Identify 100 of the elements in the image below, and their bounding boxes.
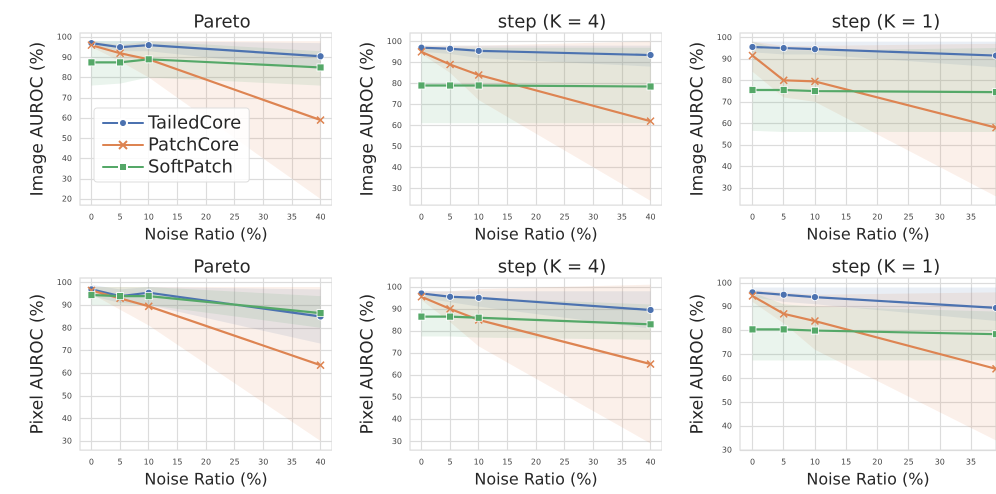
y-tick-label: 50 xyxy=(62,134,72,143)
x-tick-label: 25 xyxy=(903,212,914,222)
y-tick-label: 70 xyxy=(722,350,732,359)
y-tick-label: 40 xyxy=(722,422,732,431)
x-axis-title: Noise Ratio (%) xyxy=(474,224,598,244)
x-tick-label: 5 xyxy=(781,212,786,222)
y-tick-label: 30 xyxy=(722,183,732,192)
y-tick-label: 50 xyxy=(722,398,732,407)
x-axis-title: Noise Ratio (%) xyxy=(474,470,598,488)
x-tick-label: 5 xyxy=(118,458,123,467)
x-axis-title: Noise Ratio (%) xyxy=(144,224,268,244)
chart-title: step (K = 1) xyxy=(832,12,940,32)
y-tick-label: 90 xyxy=(722,302,732,312)
legend-label: SoftPatch xyxy=(148,156,233,178)
x-tick-label: 30 xyxy=(588,212,598,222)
y-tick-label: 80 xyxy=(722,76,732,85)
x-tick-label: 40 xyxy=(645,458,656,467)
y-tick-label: 60 xyxy=(722,118,732,128)
y-tick-label: 30 xyxy=(392,436,402,446)
x-tick-label: 30 xyxy=(588,458,598,467)
x-tick-label: 30 xyxy=(258,458,268,467)
y-tick-label: 60 xyxy=(392,370,402,380)
chart-title: step (K = 4) xyxy=(498,12,606,32)
x-tick-label: 40 xyxy=(315,212,326,222)
x-axis-title: Noise Ratio (%) xyxy=(806,470,930,488)
y-tick-label: 100 xyxy=(716,278,732,288)
x-axis-title: Noise Ratio (%) xyxy=(144,470,268,488)
x-tick-label: 35 xyxy=(616,212,628,222)
x-tick-label: 5 xyxy=(781,458,786,467)
y-axis-title: Image AUROC (%) xyxy=(27,42,48,196)
y-tick-label: 30 xyxy=(392,184,402,193)
y-tick-label: 100 xyxy=(386,36,402,46)
y-tick-label: 90 xyxy=(392,58,402,67)
y-tick-label: 40 xyxy=(62,154,72,164)
x-tick-label: 15 xyxy=(172,212,182,222)
y-tick-label: 80 xyxy=(392,78,402,88)
x-tick-label: 20 xyxy=(872,458,882,467)
x-tick-label: 5 xyxy=(448,458,453,467)
y-tick-label: 40 xyxy=(722,162,732,171)
y-tick-label: 70 xyxy=(722,97,732,106)
y-tick-label: 30 xyxy=(62,436,72,446)
x-tick-label: 0 xyxy=(418,212,424,222)
y-tick-label: 50 xyxy=(392,392,402,402)
x-tick-label: 10 xyxy=(474,458,484,467)
y-tick-label: 50 xyxy=(392,142,402,151)
y-tick-label: 60 xyxy=(392,120,402,130)
x-tick-label: 25 xyxy=(230,212,240,222)
x-tick-label: 10 xyxy=(474,212,484,222)
x-tick-label: 0 xyxy=(418,458,424,467)
chart-title: Pareto xyxy=(193,12,251,32)
x-tick-label: 20 xyxy=(200,458,212,467)
x-tick-label: 15 xyxy=(841,212,852,222)
y-tick-label: 70 xyxy=(392,100,402,109)
y-tick-label: 50 xyxy=(722,140,732,150)
x-tick-label: 25 xyxy=(903,458,914,467)
y-tick-label: 90 xyxy=(722,54,732,64)
legend-label: PatchCore xyxy=(148,134,240,156)
y-tick-label: 30 xyxy=(722,446,732,455)
y-tick-label: 40 xyxy=(392,414,402,424)
x-tick-label: 35 xyxy=(966,212,976,222)
y-tick-label: 40 xyxy=(62,414,72,423)
y-tick-label: 60 xyxy=(62,368,72,378)
y-tick-label: 30 xyxy=(62,174,72,184)
x-tick-label: 0 xyxy=(88,458,94,467)
y-tick-label: 50 xyxy=(62,391,72,400)
y-tick-label: 80 xyxy=(392,326,402,336)
y-axis-title: Image AUROC (%) xyxy=(687,42,708,196)
y-tick-label: 90 xyxy=(62,300,72,310)
y-tick-label: 90 xyxy=(392,304,402,314)
x-tick-label: 20 xyxy=(872,212,882,222)
x-tick-label: 25 xyxy=(560,212,570,222)
y-axis-title: Pixel AUROC (%) xyxy=(687,294,708,434)
x-tick-label: 25 xyxy=(560,458,570,467)
x-tick-label: 40 xyxy=(645,212,656,222)
y-axis-title: Pixel AUROC (%) xyxy=(27,294,48,434)
y-tick-label: 70 xyxy=(62,93,72,102)
x-tick-label: 35 xyxy=(286,458,298,467)
x-tick-label: 15 xyxy=(502,212,512,222)
chart-title: Pareto xyxy=(193,256,251,278)
x-tick-label: 30 xyxy=(934,458,945,467)
y-tick-label: 70 xyxy=(62,346,72,355)
y-tick-label: 40 xyxy=(392,162,402,172)
x-axis-title: Noise Ratio (%) xyxy=(806,224,930,244)
x-tick-label: 20 xyxy=(200,212,212,222)
chart-title: step (K = 1) xyxy=(832,256,940,278)
y-tick-label: 70 xyxy=(392,348,402,358)
x-tick-label: 15 xyxy=(841,458,852,467)
y-axis-title: Pixel AUROC (%) xyxy=(357,294,378,434)
x-tick-label: 25 xyxy=(230,458,240,467)
y-axis-title: Image AUROC (%) xyxy=(357,42,378,196)
y-tick-label: 100 xyxy=(56,278,72,288)
x-tick-label: 10 xyxy=(144,212,154,222)
x-tick-label: 15 xyxy=(502,458,512,467)
chart-title: step (K = 4) xyxy=(498,256,606,278)
y-tick-label: 100 xyxy=(56,32,72,42)
legend-label: TailedCore xyxy=(147,112,242,134)
x-tick-label: 10 xyxy=(144,458,154,467)
y-tick-label: 100 xyxy=(386,282,402,292)
x-tick-label: 30 xyxy=(258,212,268,222)
x-tick-label: 10 xyxy=(810,212,820,222)
